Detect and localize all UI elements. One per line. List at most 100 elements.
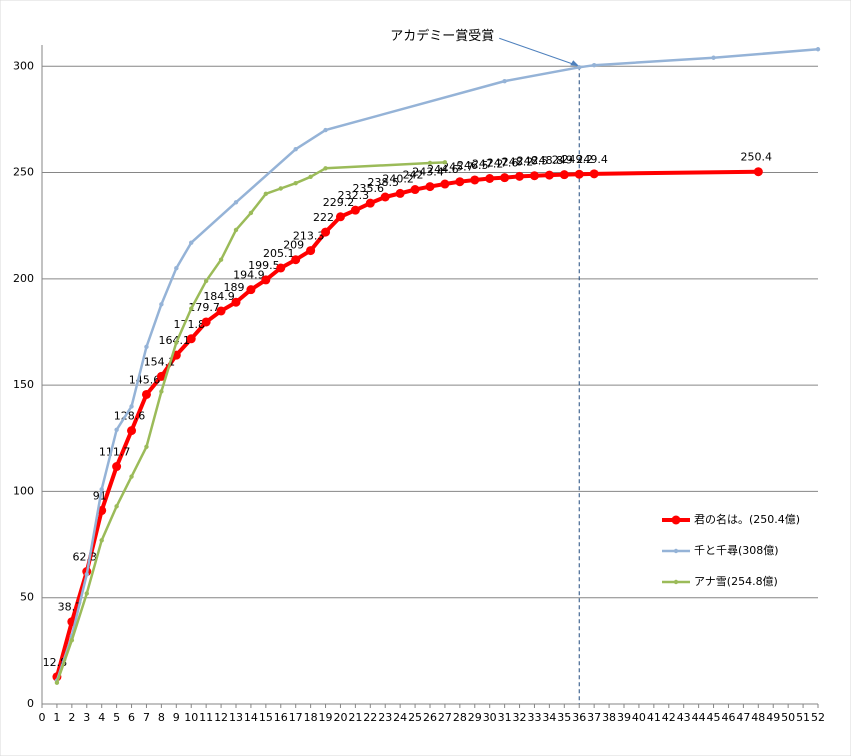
x-tick-label: 50 [781, 711, 795, 724]
data-point [395, 188, 405, 198]
data-point [350, 205, 360, 215]
data-point [335, 212, 345, 222]
x-tick-label: 28 [453, 711, 467, 724]
data-point [159, 302, 164, 307]
y-tick-label: 150 [13, 378, 34, 391]
x-tick-label: 22 [363, 711, 377, 724]
data-label: 229.2 [323, 196, 355, 209]
data-label: 235.6 [353, 182, 385, 195]
legend-label: 千と千尋(308億) [694, 544, 779, 557]
x-tick-label: 25 [408, 711, 422, 724]
x-tick-label: 33 [527, 711, 541, 724]
data-point [144, 344, 149, 350]
x-tick-label: 7 [143, 711, 150, 724]
data-label: 38.7 [58, 601, 83, 614]
x-tick-label: 2 [68, 711, 75, 724]
data-point [174, 266, 179, 271]
data-point [189, 306, 194, 311]
data-point [485, 174, 495, 184]
x-tick-label: 14 [244, 711, 258, 724]
x-tick-label: 51 [796, 711, 810, 724]
x-tick-label: 40 [632, 711, 646, 724]
data-point [306, 246, 316, 256]
data-point [753, 167, 763, 177]
data-label: 213.3 [293, 230, 325, 243]
data-point [114, 427, 119, 432]
legend-label: 君の名は。(250.4億) [694, 512, 800, 526]
data-point [129, 404, 134, 409]
data-label: 154.1 [144, 355, 176, 368]
x-tick-label: 9 [173, 711, 180, 724]
data-point [156, 371, 166, 381]
x-tick-label: 17 [289, 711, 303, 724]
legend-label: アナ雪(254.8億) [694, 575, 778, 588]
data-label: 232.3 [338, 189, 370, 202]
x-tick-label: 20 [333, 711, 347, 724]
data-point [291, 255, 301, 265]
annotation-text: アカデミー賞受賞 [390, 28, 494, 44]
data-point [218, 257, 224, 262]
data-label: 189 [224, 281, 245, 294]
legend-marker [673, 579, 679, 585]
data-point [293, 180, 298, 186]
x-tick-label: 1 [53, 711, 60, 724]
data-label: 128.6 [114, 410, 146, 423]
y-tick-label: 50 [20, 591, 34, 604]
data-point [815, 47, 821, 52]
data-label: 250.4 [741, 151, 773, 164]
x-tick-label: 16 [274, 711, 288, 724]
data-point [410, 185, 420, 195]
data-point [201, 317, 211, 327]
data-label: 145.6 [129, 373, 161, 386]
data-label: 111.7 [99, 446, 131, 459]
data-label: 194.9 [233, 269, 265, 282]
legend-marker [671, 515, 681, 525]
x-tick-label: 42 [662, 711, 676, 724]
data-point [127, 426, 137, 436]
data-point [529, 171, 539, 181]
x-tick-label: 24 [393, 711, 407, 724]
x-tick-label: 47 [736, 711, 750, 724]
y-tick-label: 300 [13, 59, 34, 72]
data-label: 246.5 [457, 159, 489, 172]
x-tick-label: 18 [304, 711, 318, 724]
x-tick-label: 12 [214, 711, 228, 724]
data-label: 247.2 [472, 158, 504, 171]
x-tick-label: 39 [617, 711, 631, 724]
data-point [159, 389, 164, 394]
x-tick-label: 35 [557, 711, 571, 724]
data-point [589, 169, 599, 179]
annotation-arrow [499, 37, 580, 67]
series-line [55, 48, 819, 682]
data-label: 205.1 [263, 247, 295, 260]
data-point [574, 169, 584, 179]
x-tick-label: 23 [378, 711, 392, 724]
x-tick-label: 43 [677, 711, 691, 724]
data-point [114, 504, 119, 509]
data-point [440, 179, 450, 189]
data-label: 164.1 [159, 334, 191, 347]
data-point [69, 638, 75, 643]
data-point [263, 191, 269, 197]
data-point [141, 389, 151, 399]
x-tick-label: 34 [542, 711, 556, 724]
data-point [99, 538, 104, 543]
data-point [425, 182, 435, 192]
data-label: 247.6 [487, 157, 519, 170]
data-label: 209 [283, 239, 304, 252]
x-tick-label: 6 [128, 711, 135, 724]
x-tick-label: 37 [587, 711, 601, 724]
data-label: 184.9 [203, 290, 235, 303]
data-point [174, 340, 179, 345]
data-label: 245.7 [442, 161, 474, 174]
x-tick-label: 3 [83, 711, 90, 724]
data-point [99, 487, 104, 492]
data-point [278, 186, 283, 191]
data-point [591, 62, 597, 68]
data-point [112, 462, 122, 472]
x-tick-label: 15 [259, 711, 273, 724]
x-tick-label: 19 [319, 711, 333, 724]
data-label: 238.5 [367, 176, 399, 189]
